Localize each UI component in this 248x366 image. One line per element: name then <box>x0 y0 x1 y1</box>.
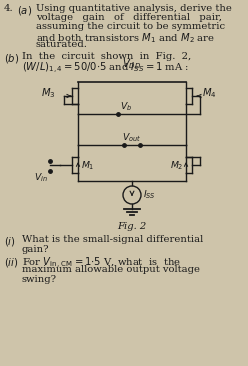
Text: In  the  circuit  shown  in  Fig.  2,: In the circuit shown in Fig. 2, <box>22 52 191 61</box>
Text: $(ii)$: $(ii)$ <box>4 256 19 269</box>
Text: $M_1$: $M_1$ <box>81 159 94 172</box>
Text: swing?: swing? <box>22 275 57 284</box>
Text: gain?: gain? <box>22 244 50 254</box>
Text: $(i)$: $(i)$ <box>4 235 16 248</box>
Text: maximum allowable output voltage: maximum allowable output voltage <box>22 265 200 274</box>
Text: voltage   gain   of   differential   pair,: voltage gain of differential pair, <box>36 13 222 22</box>
Text: $V_b$: $V_b$ <box>120 101 132 113</box>
Text: $M_2$: $M_2$ <box>169 159 183 172</box>
Text: Using quantitative analysis, derive the: Using quantitative analysis, derive the <box>36 4 232 13</box>
Text: $(W/L)_{1,4}=50/0{\cdot}5$ and $I_{SS}=1$ mA :: $(W/L)_{1,4}=50/0{\cdot}5$ and $I_{SS}=1… <box>22 61 189 76</box>
Text: 4.: 4. <box>4 4 14 13</box>
Text: $V_{in}$: $V_{in}$ <box>34 172 48 184</box>
Text: assuming the circuit to be symmetric: assuming the circuit to be symmetric <box>36 22 225 31</box>
Text: $(b)$: $(b)$ <box>4 52 19 65</box>
Text: and both transistors $M_1$ and $M_2$ are: and both transistors $M_1$ and $M_2$ are <box>36 31 215 45</box>
Text: For $V_{\mathrm{in,\,CM}}=1{\cdot}5$ V, what  is  the: For $V_{\mathrm{in,\,CM}}=1{\cdot}5$ V, … <box>22 256 181 271</box>
Text: saturated.: saturated. <box>36 40 88 49</box>
Text: $(a)$: $(a)$ <box>17 4 32 17</box>
Text: $V_{out}$: $V_{out}$ <box>123 131 142 144</box>
Text: $V_{DD}$: $V_{DD}$ <box>122 57 142 71</box>
Text: $I_{SS}$: $I_{SS}$ <box>143 189 156 201</box>
Text: $M_4$: $M_4$ <box>202 86 217 100</box>
Text: What is the small-signal differential: What is the small-signal differential <box>22 235 203 244</box>
Text: Fig. 2: Fig. 2 <box>117 222 147 231</box>
Text: $M_3$: $M_3$ <box>41 86 56 100</box>
